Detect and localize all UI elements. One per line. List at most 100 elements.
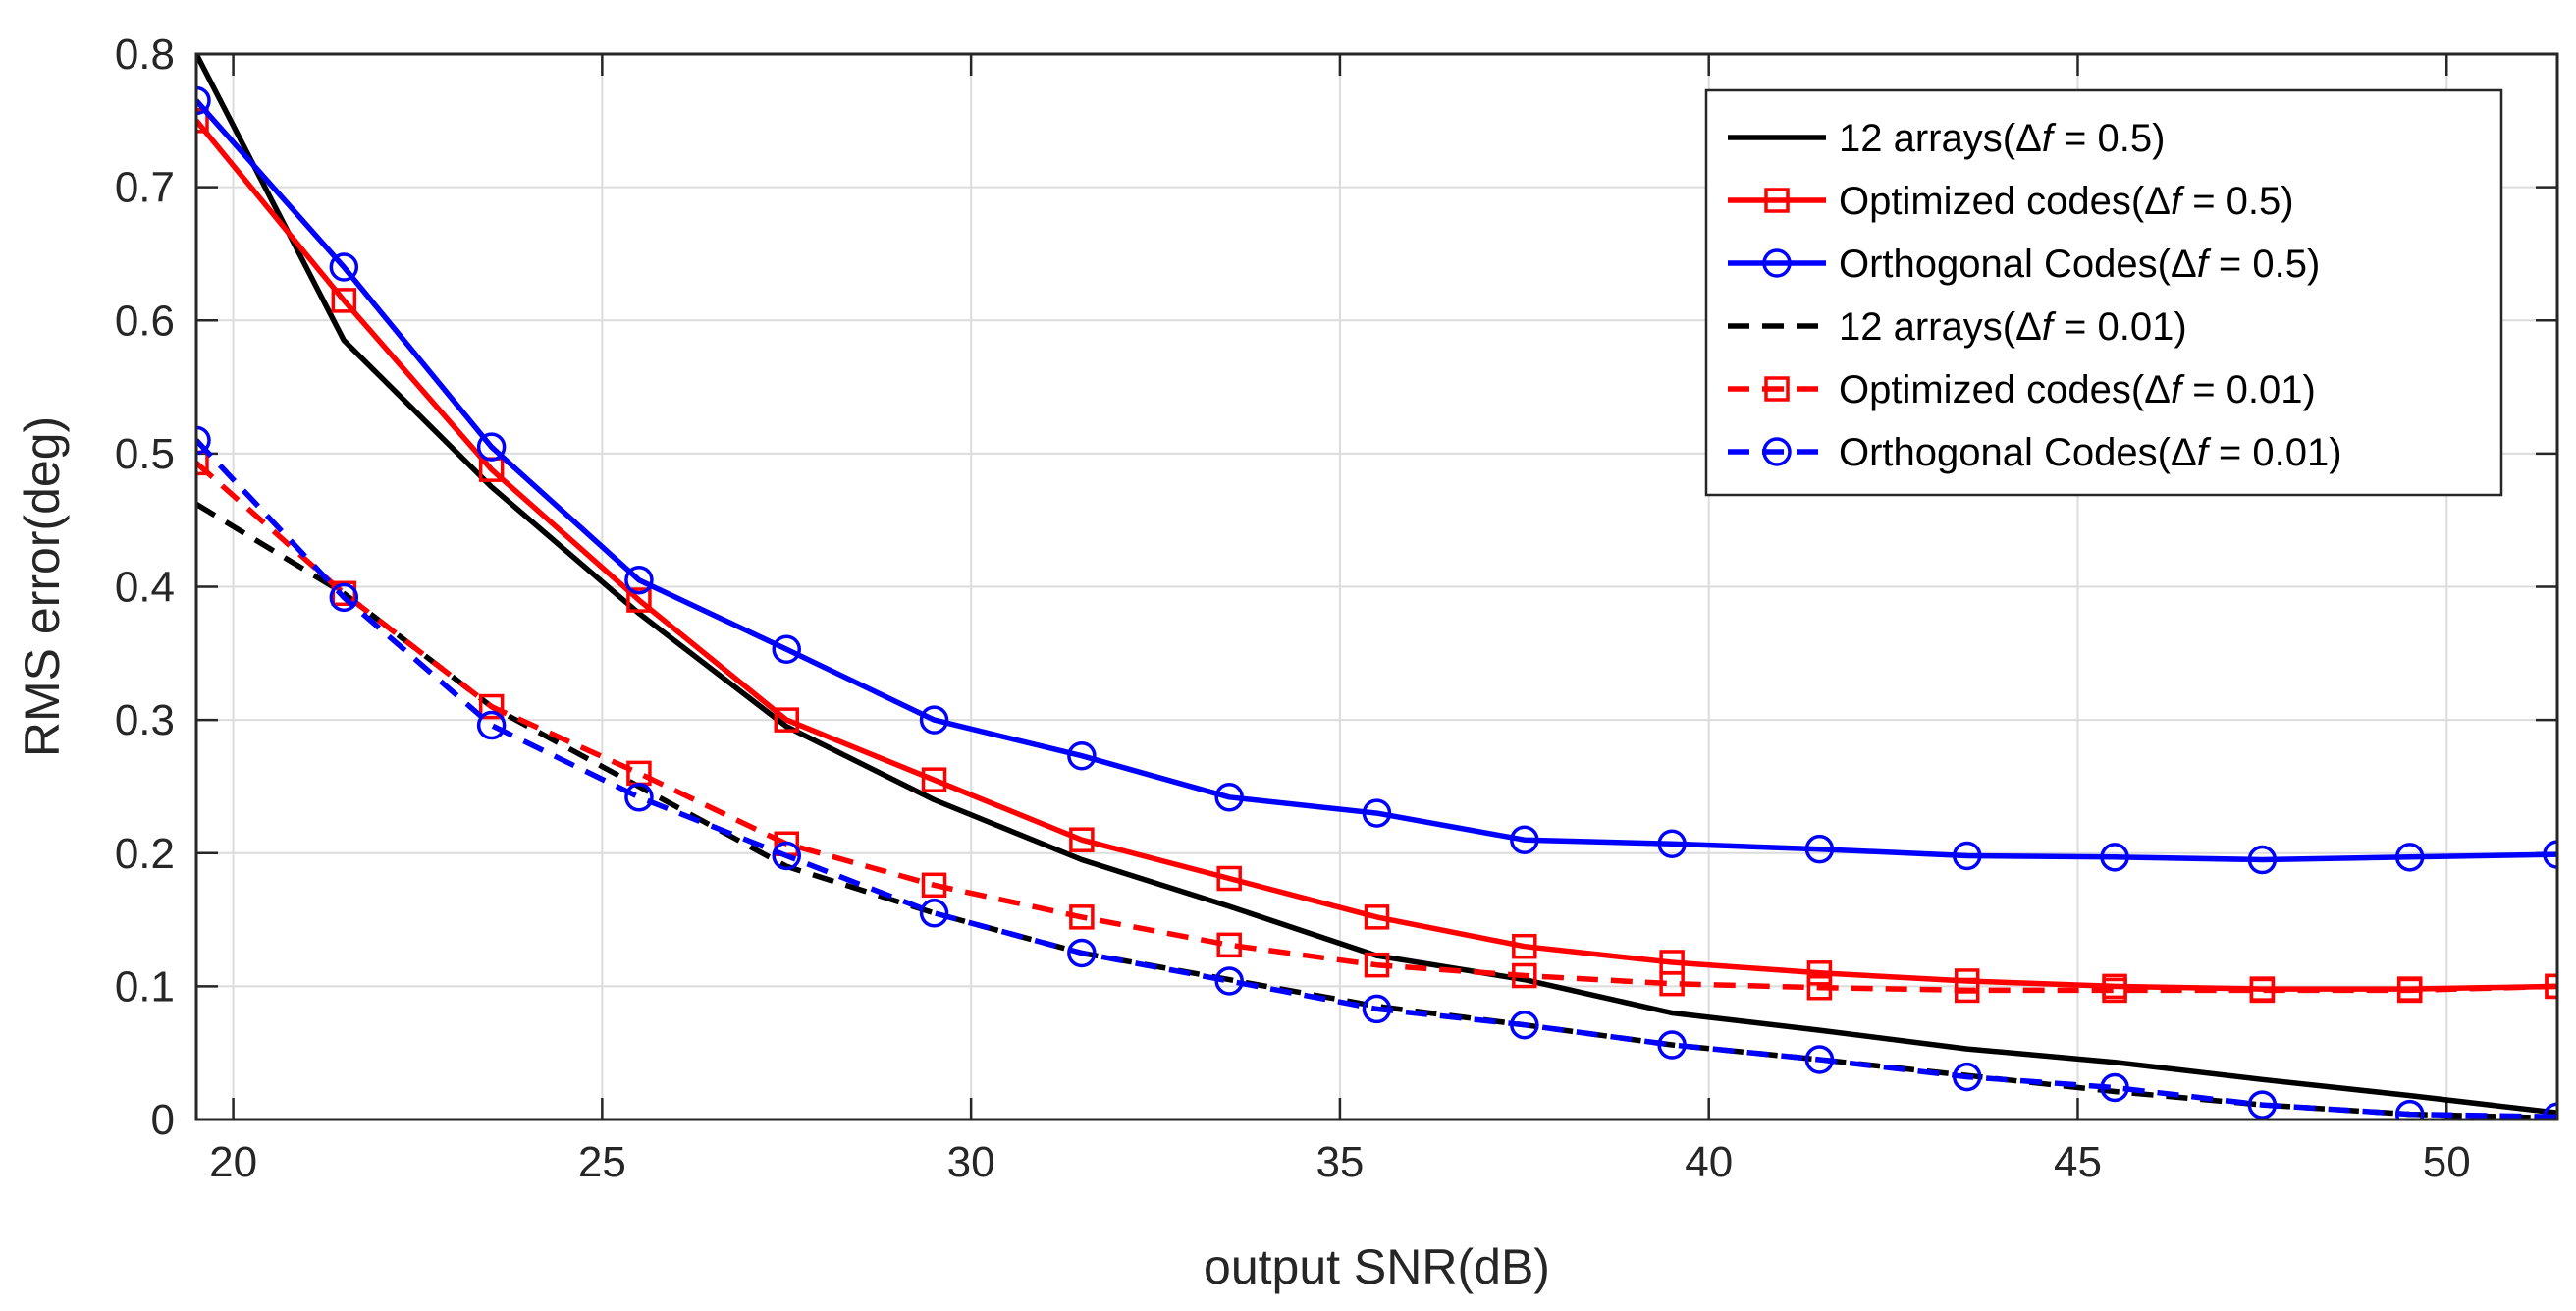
series-orthogonal-0-5	[196, 85, 2557, 875]
y-tick-label: 0.4	[115, 564, 175, 612]
data-point-orthogonal-0-01	[196, 425, 211, 456]
series-line-optimized-0-5	[196, 119, 2557, 992]
x-tick-label: 50	[2423, 1138, 2471, 1186]
data-point-orthogonal-0-5	[1067, 740, 1097, 771]
data-point-orthogonal-0-5	[772, 634, 801, 664]
data-point-orthogonal-0-01	[1214, 966, 1244, 996]
data-point-optimized-0-01	[2396, 977, 2423, 1004]
data-point-orthogonal-0-01	[2394, 1099, 2425, 1120]
series-orthogonal-0-01	[196, 425, 2557, 1120]
y-tick-label: 0	[151, 1096, 175, 1144]
data-point-orthogonal-0-5	[1510, 825, 1539, 854]
data-point-optimized-0-5	[626, 587, 652, 613]
data-point-orthogonal-0-01	[772, 841, 801, 871]
legend-label: 12 arrays(Δf = 0.01)	[1839, 305, 2187, 349]
data-point-optimized-0-5	[1364, 904, 1390, 930]
legend-marker	[1764, 376, 1790, 402]
data-point-orthogonal-0-5	[624, 565, 654, 595]
legend-label: Optimized codes(Δf = 0.5)	[1839, 180, 2294, 223]
series-group	[196, 54, 2557, 1120]
data-point-optimized-0-5	[774, 707, 799, 733]
legend-label: Optimized codes(Δf = 0.01)	[1839, 368, 2316, 411]
legend-marker	[1762, 437, 1792, 466]
x-tick-label: 20	[209, 1138, 257, 1186]
data-point-optimized-0-01	[1955, 977, 1980, 1004]
y-tick-label: 0.2	[115, 830, 175, 878]
data-point-optimized-0-01	[1806, 974, 1833, 1001]
data-point-orthogonal-0-01	[2100, 1072, 2129, 1103]
data-point-orthogonal-0-5	[196, 85, 211, 116]
data-point-orthogonal-0-01	[919, 899, 949, 928]
data-point-orthogonal-0-01	[1657, 1030, 1687, 1060]
y-tick-label: 0.1	[115, 962, 175, 1011]
data-point-orthogonal-0-01	[1510, 1010, 1539, 1040]
data-point-orthogonal-0-5	[1214, 783, 1244, 812]
data-point-optimized-0-01	[1364, 952, 1390, 978]
legend-entry-arrays-0-5: 12 arrays(Δf = 0.5)	[1728, 117, 2165, 160]
x-axis-label: output SNR(dB)	[1204, 1239, 1550, 1294]
y-axis-label: RMS error(deg)	[15, 416, 70, 757]
legend-label: 12 arrays(Δf = 0.5)	[1839, 117, 2165, 160]
legend-marker	[1762, 248, 1792, 278]
x-tick-label: 35	[1315, 1138, 1364, 1186]
data-point-orthogonal-0-01	[1067, 938, 1097, 968]
data-point-optimized-0-01	[1659, 970, 1685, 997]
legend-entry-orthogonal-0-01: Orthogonal Codes(Δf = 0.01)	[1728, 431, 2342, 474]
data-point-optimized-0-5	[1216, 865, 1242, 892]
legend-label: Orthogonal Codes(Δf = 0.5)	[1839, 243, 2320, 286]
data-point-optimized-0-5	[1806, 960, 1833, 986]
data-point-orthogonal-0-5	[919, 705, 949, 735]
data-point-optimized-0-5	[921, 767, 947, 792]
y-tick-label: 0.5	[115, 430, 175, 478]
series-line-optimized-0-01	[196, 461, 2557, 994]
data-point-orthogonal-0-5	[2543, 840, 2557, 869]
data-point-optimized-0-01	[1512, 962, 1537, 989]
data-point-orthogonal-0-5	[2100, 843, 2129, 872]
data-point-optimized-0-01	[921, 872, 947, 899]
y-tick-label: 0.7	[115, 164, 175, 212]
data-point-optimized-0-5	[1069, 827, 1095, 852]
data-point-optimized-0-01	[1069, 904, 1095, 930]
x-tick-label: 25	[578, 1138, 626, 1186]
data-point-orthogonal-0-5	[1657, 829, 1687, 859]
plot-border	[194, 52, 2559, 1121]
series-line-orthogonal-0-01	[196, 438, 2557, 1120]
data-point-optimized-0-01	[2102, 977, 2127, 1004]
legend-box	[1704, 88, 2503, 497]
data-point-optimized-0-01	[478, 693, 505, 720]
data-point-optimized-0-01	[2249, 977, 2276, 1004]
data-point-optimized-0-01	[196, 450, 209, 476]
data-point-orthogonal-0-5	[476, 432, 507, 462]
y-tick-label: 0.8	[115, 30, 175, 79]
ticks: 20 25 30 35 40 45 50 0 0.1 0.2 0.3 0.4 0.5 0.6 0.7 0.8	[115, 30, 2557, 1186]
data-point-orthogonal-0-01	[624, 783, 654, 812]
data-point-orthogonal-0-01	[476, 710, 507, 740]
data-point-orthogonal-0-01	[2543, 1102, 2557, 1120]
data-point-orthogonal-0-01	[1804, 1045, 1835, 1074]
data-point-orthogonal-0-5	[1804, 834, 1835, 864]
series-line-orthogonal-0-5	[196, 98, 2557, 863]
x-tick-label: 45	[2054, 1138, 2102, 1186]
legend-entry-optimized-0-01: Optimized codes(Δf = 0.01)	[1728, 368, 2316, 411]
data-point-orthogonal-0-01	[1362, 994, 1392, 1024]
data-point-optimized-0-01	[2545, 973, 2557, 1000]
x-tick-label: 40	[1685, 1138, 1733, 1186]
data-point-optimized-0-5	[1512, 933, 1537, 959]
data-point-orthogonal-0-01	[2247, 1090, 2278, 1120]
y-tick-label: 0.3	[115, 696, 175, 744]
data-point-orthogonal-0-5	[2247, 845, 2278, 875]
data-point-optimized-0-5	[196, 108, 209, 134]
data-point-orthogonal-0-5	[1953, 841, 1982, 871]
data-point-orthogonal-0-5	[329, 252, 359, 282]
legend-entry-optimized-0-5: Optimized codes(Δf = 0.5)	[1728, 180, 2294, 223]
legend-entry-orthogonal-0-5: Orthogonal Codes(Δf = 0.5)	[1728, 243, 2320, 286]
data-point-optimized-0-5	[331, 288, 357, 313]
data-point-optimized-0-01	[1216, 932, 1242, 958]
data-point-orthogonal-0-5	[1362, 798, 1392, 828]
y-tick-label: 0.6	[115, 297, 175, 345]
data-point-orthogonal-0-5	[2394, 843, 2425, 872]
legend: 12 arrays(Δf = 0.5) Optimized codes(Δf = …	[1704, 88, 2503, 497]
data-point-orthogonal-0-01	[329, 582, 359, 613]
legend-marker	[1764, 188, 1790, 213]
